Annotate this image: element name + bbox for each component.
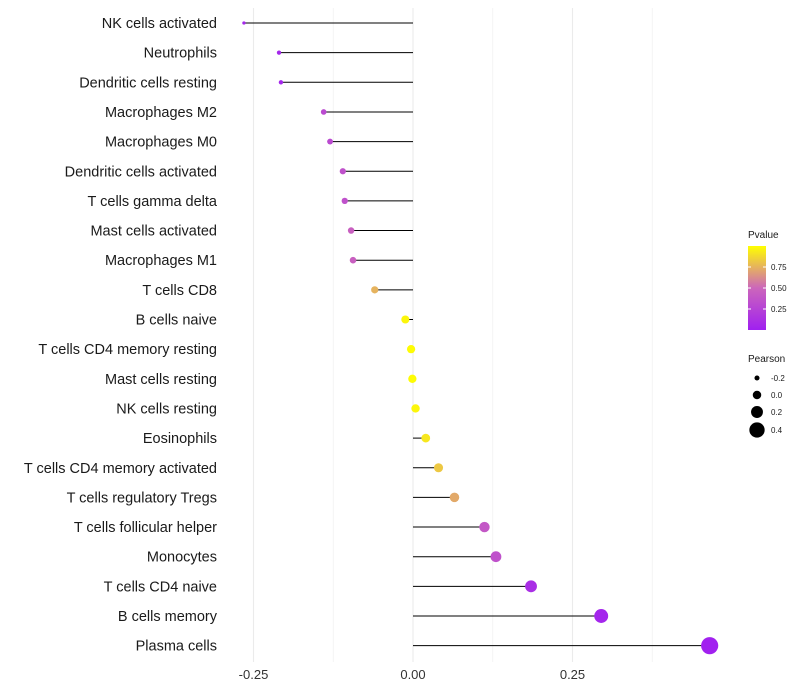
pearson-key-dot [751,406,763,418]
pvalue-tick-label: 0.75 [771,263,787,272]
category-label: Macrophages M2 [105,105,217,121]
dot-nk-cells-resting [411,404,420,413]
category-label: T cells regulatory Tregs [67,490,217,506]
category-label: T cells CD4 memory resting [38,342,217,358]
dot-t-cells-cd4-memory-activated [433,463,444,473]
category-label: T cells gamma delta [88,194,218,210]
pearson-key-label: 0.2 [771,408,783,417]
dot-macrophages-m2 [320,109,327,115]
dot-t-cells-gamma-delta [341,197,348,205]
pearson-key-label: -0.2 [771,374,785,383]
pearson-legend-keys: -0.2 0.0 0.2 0.4 [749,374,785,438]
category-labels: NK cells activated Neutrophils Dendritic c… [24,16,218,655]
dot-t-cells-regulatory-tregs [449,492,460,503]
pearson-legend: Pearson -0.2 0.0 0.2 0.4 [748,354,785,438]
dot-t-cells-follicular-helper [479,521,490,533]
dot-mast-cells-activated [347,227,355,234]
pvalue-tick-label: 0.25 [771,305,787,314]
dot-nk-cells-activated [242,21,246,25]
category-label: Macrophages M0 [105,135,217,151]
pvalue-legend: Pvalue 0.25 0.50 0.75 [748,230,787,330]
dot-dendritic-cells-activated [339,168,346,175]
category-label: NK cells resting [116,401,217,417]
category-label: Mast cells activated [90,224,217,240]
category-label: B cells naive [136,313,217,329]
dot-macrophages-m0 [327,138,333,145]
category-label: Mast cells resting [105,372,217,388]
pvalue-colorbar [748,246,766,330]
grid-layer [252,8,653,662]
category-label: Monocytes [147,550,217,566]
stem-layer [243,22,710,647]
dot-layer [242,21,719,655]
dot-monocytes [490,551,502,563]
pvalue-legend-ticks: 0.25 0.50 0.75 [748,263,787,314]
category-label: Neutrophils [144,46,217,62]
dot-macrophages-m1 [349,256,357,264]
dot-t-cells-cd4-naive [525,580,537,593]
dot-t-cells-cd8 [371,286,379,294]
category-label: Dendritic cells resting [79,75,217,91]
x-tick-label: -0.25 [239,667,269,682]
pearson-key-label: 0.0 [771,391,783,400]
category-label: T cells follicular helper [74,520,217,536]
category-label: NK cells activated [102,16,217,32]
pearson-key-dot [752,390,762,400]
category-label: Plasma cells [136,639,217,655]
category-label: T cells CD4 naive [104,579,217,595]
category-label: Dendritic cells activated [65,164,217,180]
pearson-key-dot [754,375,760,381]
dot-eosinophils [421,433,431,443]
pvalue-legend-title: Pvalue [748,230,779,241]
pearson-key-label: 0.4 [771,426,783,435]
pearson-key-dot [749,422,765,438]
pearson-legend-title: Pearson [748,354,785,365]
category-label: Eosinophils [143,431,217,447]
dot-plasma-cells [701,637,719,655]
category-label: T cells CD4 memory activated [24,461,217,477]
category-label: B cells memory [118,609,218,625]
category-label: Macrophages M1 [105,253,217,269]
dot-dendritic-cells-resting [278,80,284,85]
dot-t-cells-cd4-memory-resting [406,345,416,354]
category-label: T cells CD8 [142,283,217,299]
x-axis-ticks: -0.25 0.00 0.25 [239,667,585,682]
x-tick-label: 0.00 [400,667,425,682]
dot-mast-cells-resting [408,374,417,383]
pvalue-tick-label: 0.50 [771,284,787,293]
x-tick-label: 0.25 [560,667,585,682]
dot-b-cells-naive [401,315,410,324]
dot-b-cells-memory [594,609,609,623]
dot-neutrophils [276,50,282,55]
